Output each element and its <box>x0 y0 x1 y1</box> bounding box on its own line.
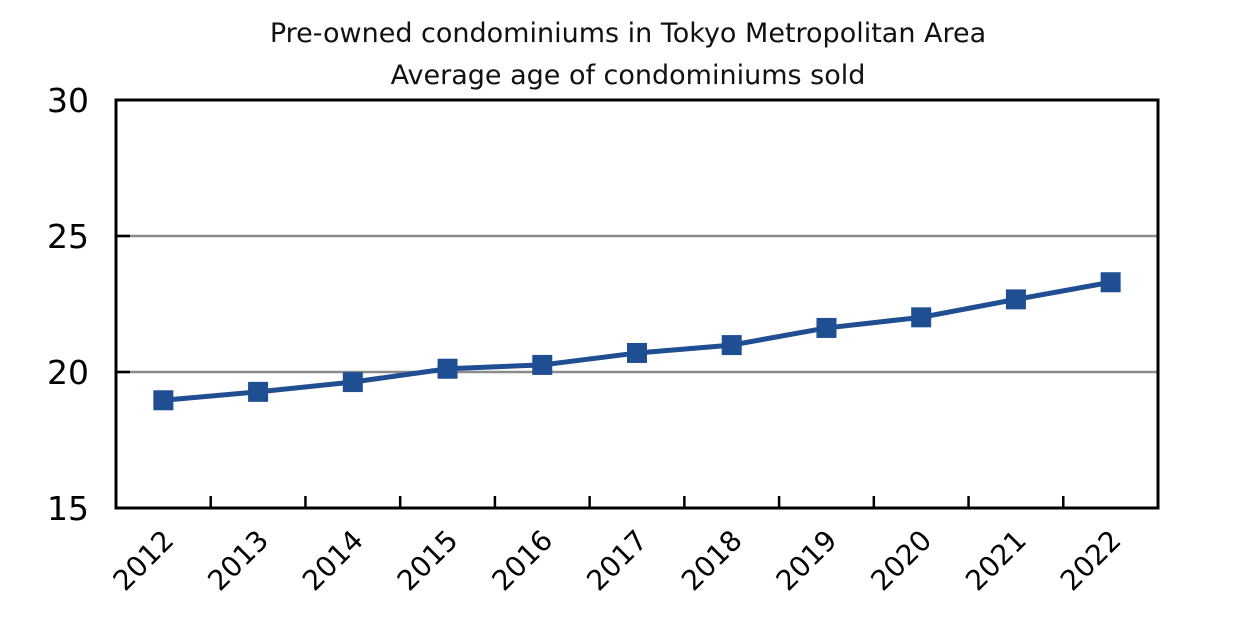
gridlines <box>116 234 1158 374</box>
chart-title: Pre-owned condominiums in Tokyo Metropol… <box>270 18 986 49</box>
x-tick-label: 2022 <box>1054 524 1128 598</box>
x-tick-label: 2014 <box>296 524 370 598</box>
y-tick-label: 15 <box>47 489 89 528</box>
data-point-2018 <box>721 335 742 356</box>
data-point-2017 <box>627 342 647 363</box>
data-point-2021 <box>1005 289 1026 310</box>
x-tick-label: 2017 <box>580 524 654 598</box>
series <box>153 272 1121 411</box>
x-axis: 2012 2013 2014 2015 2016 2017 2018 2019 2020 2021… <box>107 496 1128 597</box>
x-tick-label: 2019 <box>770 524 844 598</box>
data-point-2013 <box>248 381 269 402</box>
x-tick-label: 2016 <box>485 524 559 598</box>
x-tick-label: 2018 <box>675 524 749 598</box>
data-point-2022 <box>1100 272 1121 293</box>
data-point-2012 <box>153 390 174 411</box>
x-tick-label: 2021 <box>959 524 1033 598</box>
plot-area <box>114 98 1160 510</box>
x-tick-label: 2015 <box>391 524 465 598</box>
x-tick-label: 2013 <box>201 524 275 598</box>
x-tick-label: 2020 <box>864 524 938 598</box>
y-tick-label: 30 <box>47 81 89 120</box>
data-point-2020 <box>911 307 932 328</box>
chart-subtitle: Average age of condominiums sold <box>391 60 866 91</box>
y-tick-label: 20 <box>47 353 89 392</box>
series-line <box>163 279 1112 403</box>
data-point-2015 <box>437 358 458 379</box>
x-tick-label: 2012 <box>107 524 181 598</box>
data-point-2019 <box>816 317 837 338</box>
data-point-2016 <box>532 354 553 375</box>
y-tick-label: 25 <box>47 217 89 256</box>
data-point-2014 <box>342 372 363 393</box>
y-axis: 15 20 25 30 <box>47 81 130 528</box>
